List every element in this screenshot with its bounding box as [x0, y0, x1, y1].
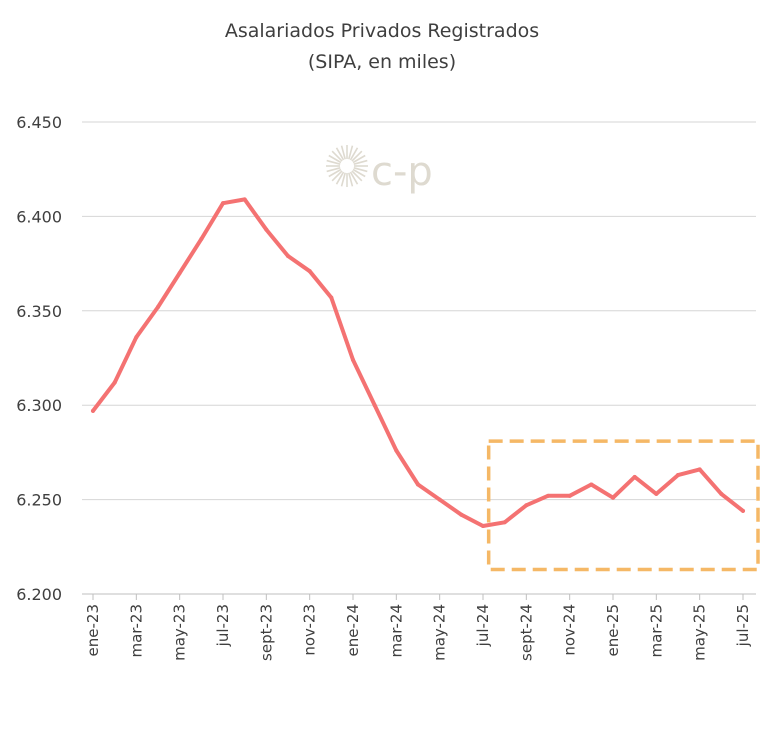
grid-lines — [82, 121, 756, 595]
x-tick-label: jul-23 — [214, 604, 232, 647]
x-tick-label: ene-24 — [344, 604, 362, 656]
data-point — [286, 254, 290, 259]
data-point — [221, 201, 225, 206]
sun-ray — [335, 147, 345, 161]
y-tick-label: 6.200 — [16, 585, 62, 604]
data-point — [502, 520, 507, 525]
sun-ray — [353, 167, 368, 173]
sun-ray — [353, 159, 368, 165]
data-point — [567, 493, 572, 498]
sun-ray — [348, 172, 354, 187]
data-point — [546, 493, 550, 498]
sun-ray — [349, 147, 359, 161]
data-point — [156, 305, 160, 310]
brand-watermark: c-p — [326, 145, 433, 195]
data-point — [611, 495, 615, 500]
x-tick-label: nov-24 — [561, 604, 579, 656]
x-tick-label: may-24 — [431, 604, 449, 661]
data-point — [416, 482, 420, 487]
data-point — [177, 271, 182, 276]
data-point — [264, 227, 269, 232]
sun-ray — [352, 168, 366, 178]
x-axis-ticks: ene-23 mar-23 may-23 jul-23 sept-23 nov-23 ene… — [84, 594, 752, 661]
x-tick-label: sept-23 — [257, 604, 275, 661]
sun-ray — [351, 170, 363, 182]
sun-ray — [349, 171, 359, 185]
data-point — [741, 508, 745, 513]
data-point — [654, 491, 659, 496]
data-point — [91, 408, 95, 413]
x-tick-label: nov-23 — [301, 604, 319, 656]
series-line — [91, 197, 745, 528]
data-point — [351, 357, 355, 362]
highlight-box-group — [486, 439, 760, 572]
sun-ray — [328, 154, 342, 164]
x-tick-label: jul-25 — [734, 604, 752, 647]
x-tick-label: mar-23 — [127, 604, 145, 658]
y-axis-ticks: 6.200 6.250 6.300 6.350 6.400 6.450 — [16, 113, 62, 604]
x-tick-label: ene-23 — [84, 604, 102, 656]
x-tick-label: may-23 — [171, 604, 189, 661]
sun-ray — [331, 170, 343, 182]
chart-subtitle: (SIPA, en miles) — [308, 51, 456, 73]
sun-ray — [340, 145, 346, 160]
x-tick-label: mar-25 — [647, 604, 665, 658]
sun-ray — [335, 171, 345, 185]
watermark-text: c-p — [371, 149, 433, 195]
x-tick-label: ene-25 — [604, 604, 622, 656]
data-point — [134, 335, 139, 340]
sun-ray — [340, 172, 346, 187]
data-point — [199, 237, 204, 242]
y-tick-label: 6.400 — [16, 207, 62, 226]
data-point — [459, 512, 464, 517]
x-tick-label: sept-24 — [517, 604, 535, 661]
chart-title: Asalariados Privados Registrados — [225, 20, 539, 42]
data-point — [676, 473, 680, 478]
data-point — [589, 482, 594, 487]
series-group — [91, 197, 745, 529]
data-point — [242, 197, 247, 202]
sun-ray — [351, 150, 363, 162]
data-point — [437, 497, 442, 502]
sun-ray — [326, 167, 341, 173]
sun-ray — [331, 150, 343, 162]
data-point — [481, 524, 485, 529]
x-tick-label: jul-24 — [474, 604, 492, 647]
data-point — [329, 295, 334, 300]
x-tick-label: may-25 — [691, 604, 709, 661]
x-tick-label: mar-24 — [387, 604, 405, 658]
data-point — [112, 380, 117, 385]
sun-ray — [328, 168, 342, 178]
y-tick-label: 6.300 — [16, 396, 62, 415]
y-tick-label: 6.250 — [16, 491, 62, 510]
data-point — [307, 269, 312, 274]
sun-ray — [326, 159, 341, 165]
sun-ray — [352, 154, 366, 164]
y-tick-label: 6.450 — [16, 113, 62, 132]
data-point — [719, 491, 724, 496]
data-point — [524, 503, 529, 508]
sun-logo-icon — [326, 145, 368, 187]
data-point — [372, 403, 377, 408]
sun-ray — [348, 145, 354, 160]
highlight-box — [486, 439, 760, 572]
y-tick-label: 6.350 — [16, 302, 62, 321]
data-point — [697, 467, 702, 472]
data-point — [394, 448, 399, 453]
data-point — [632, 474, 637, 479]
